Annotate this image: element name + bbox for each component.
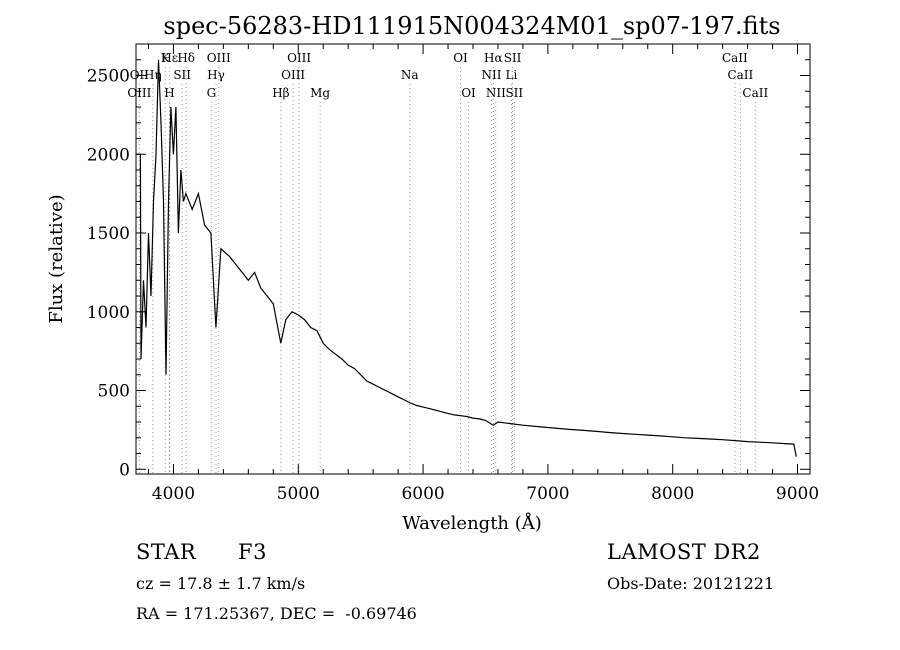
- y-tick-label: 1500: [87, 224, 130, 244]
- x-tick-label: 6000: [401, 484, 444, 504]
- x-axis-label: Wavelength (Å): [402, 512, 542, 534]
- spectrum-series: [136, 59, 797, 457]
- line-marker-label: G: [207, 86, 217, 100]
- line-marker-label: SII: [173, 68, 191, 82]
- line-marker-label: Hδ: [177, 51, 195, 65]
- object-class: STAR: [136, 540, 197, 564]
- line-marker-label: OIII: [207, 51, 231, 65]
- line-marker-label: Hα: [484, 51, 503, 65]
- x-tick-label: 8000: [651, 484, 694, 504]
- line-marker-label: Li: [506, 68, 518, 82]
- y-tick-label: 0: [119, 460, 130, 480]
- line-marker-label: OIII: [127, 86, 151, 100]
- line-marker-label: OIII: [281, 68, 305, 82]
- line-marker-label: NII: [486, 86, 506, 100]
- line-marker-label: Hγ: [207, 68, 225, 82]
- obs-date: Obs-Date: 20121221: [607, 574, 775, 593]
- line-marker-label: CaII: [742, 86, 768, 100]
- line-marker-label: OIII: [287, 51, 311, 65]
- line-marker-label: H: [164, 86, 174, 100]
- y-axis: 0 500 1000 1500 2000 2500: [87, 59, 810, 480]
- line-marker-label: OI: [461, 86, 476, 100]
- line-marker-label: NII: [481, 68, 501, 82]
- line-marker-label: OII: [130, 68, 150, 82]
- line-marker-label: Na: [401, 68, 419, 82]
- line-marker-label: Hε: [161, 51, 178, 65]
- spectrum-line: [136, 59, 797, 457]
- survey-name: LAMOST DR2: [607, 540, 761, 564]
- line-marker-label: Hβ: [272, 86, 289, 100]
- x-tick-label: 7000: [526, 484, 569, 504]
- line-marker-label: CaII: [727, 68, 753, 82]
- redshift-text: cz = 17.8 ± 1.7 km/s: [136, 574, 306, 593]
- y-tick-label: 2000: [87, 145, 130, 165]
- object-subclass: F3: [238, 540, 267, 564]
- chart-title: spec-56283-HD111915N004324M01_sp07-197.f…: [163, 12, 780, 40]
- line-marker-label: CaII: [722, 51, 748, 65]
- x-tick-label: 5000: [277, 484, 320, 504]
- x-axis: 4000 5000 6000 7000 8000 9000: [147, 44, 819, 504]
- coordinates: RA = 171.25367, DEC = -0.69746: [136, 604, 417, 623]
- line-marker-label: Hη: [144, 68, 162, 82]
- x-tick-label: 4000: [152, 484, 195, 504]
- y-tick-label: 500: [98, 382, 130, 402]
- y-tick-label: 2500: [87, 67, 130, 87]
- line-marker-label: Mg: [310, 86, 330, 100]
- y-axis-label: Flux (relative): [46, 194, 67, 323]
- x-tick-label: 9000: [776, 484, 819, 504]
- line-marker-label: SII: [505, 86, 523, 100]
- line-marker-label: K: [161, 51, 171, 65]
- line-marker-label: OI: [453, 51, 468, 65]
- plot-frame: [135, 43, 811, 475]
- y-tick-label: 1000: [87, 303, 130, 323]
- line-marker-label: SII: [504, 51, 522, 65]
